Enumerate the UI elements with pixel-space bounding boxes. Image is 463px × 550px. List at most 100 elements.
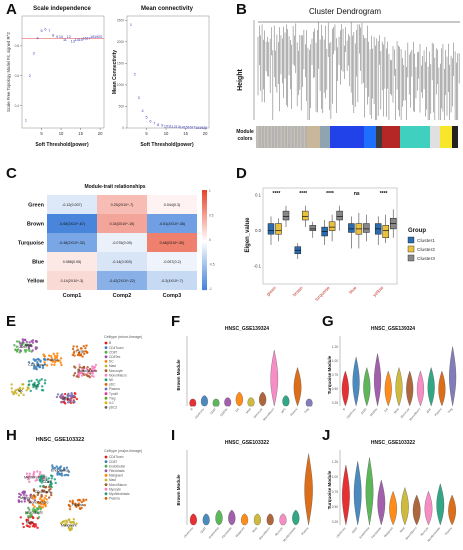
umap-point	[27, 515, 30, 518]
data-point-label: 5	[145, 115, 147, 119]
violin-shape	[235, 391, 243, 407]
umap-point	[75, 522, 78, 525]
scale-gradient-step	[202, 255, 207, 258]
legend-dot	[104, 464, 108, 468]
umap-point	[35, 387, 38, 390]
violin-shape	[412, 494, 421, 526]
category-label: Mono/Macro	[262, 407, 275, 422]
umap-point	[72, 394, 76, 398]
umap-cluster-label: Mono/Macro	[28, 500, 48, 504]
umap-point	[90, 365, 94, 368]
umap-point	[52, 352, 55, 356]
category-label: Plasma	[300, 526, 309, 536]
umap-point	[62, 468, 66, 472]
umap-point	[61, 520, 65, 523]
heatmap-row-label: Brown	[27, 222, 45, 228]
umap-point	[92, 375, 95, 378]
data-point-label: 6	[149, 119, 151, 123]
y-tick-label: 0.4	[15, 104, 20, 108]
h-legend-title: Celltype (major-lineage)	[104, 449, 142, 453]
data-point-label: 17	[86, 37, 90, 41]
umap-point	[85, 498, 88, 502]
umap-point	[23, 338, 27, 341]
umap-point	[55, 354, 59, 358]
umap-point	[31, 524, 35, 528]
umap-point	[78, 370, 81, 373]
scale-gradient-step	[202, 242, 207, 246]
umap-point	[30, 494, 34, 498]
heatmap-cell	[97, 195, 147, 214]
umap-point	[27, 387, 30, 390]
data-point-label: 12	[67, 35, 71, 39]
umap-point	[82, 499, 86, 502]
umap-point	[17, 394, 21, 397]
i-violins: CD4Tconv CD8T Endothelial Fibroblasts Malign…	[183, 450, 313, 542]
y-tick-label: 0.50	[332, 387, 338, 391]
umap-point	[77, 502, 80, 505]
scale-gradient-step	[202, 275, 207, 278]
data-point-label: 15	[183, 126, 187, 130]
umap-point	[25, 472, 29, 475]
data-point-label: 9	[161, 124, 163, 128]
d-ylabel: Eigen_value	[245, 217, 251, 253]
category-label: brown	[292, 285, 305, 298]
y-tick-label: 1.00	[332, 359, 338, 363]
umap-cluster-label: Endothelial	[51, 469, 69, 473]
umap-point	[59, 395, 62, 399]
umap-point	[19, 391, 23, 395]
umap-point	[18, 386, 22, 390]
y-tick-label: 0.6	[15, 74, 20, 78]
umap-point	[59, 473, 62, 476]
umap-point	[45, 491, 48, 494]
umap-point	[80, 374, 84, 377]
category-label: Fibroblasts	[221, 526, 233, 540]
umap-point	[21, 387, 25, 390]
y-tick-label: 0.50	[332, 505, 338, 509]
umap-point	[56, 393, 60, 396]
violin-shape	[377, 479, 386, 526]
violin-shape	[212, 398, 220, 407]
heatmap-cell-label: 0.044(0.3)	[164, 203, 180, 207]
umap-point	[20, 342, 23, 345]
umap-point	[63, 398, 66, 402]
umap-cluster-label: Mast	[25, 343, 33, 347]
umap-point	[43, 361, 46, 364]
umap-cluster-label: CD8T	[18, 345, 28, 349]
umap-point	[60, 363, 63, 367]
e-umap-clusters: BCD4TconvCD8TMastPlasmaNKDCMono/MacroILC…	[10, 338, 97, 405]
legend-label: NK	[109, 378, 114, 382]
umap-point	[43, 358, 46, 361]
umap-point	[32, 507, 35, 510]
umap-point	[21, 522, 25, 526]
violin-shape	[228, 509, 236, 526]
module-color-block	[400, 126, 430, 148]
heatmap-cell-label: -0.42(2X10^-22)	[109, 279, 135, 283]
umap-point	[68, 500, 72, 503]
umap-point	[55, 356, 59, 359]
legend-label: Myofibroblasts	[109, 492, 130, 496]
category-label: Mono/Macro	[404, 526, 417, 541]
heatmap-cell	[47, 214, 97, 233]
umap-point	[28, 500, 32, 503]
heatmap-cell-label: 0.34(3X10^-15)	[110, 222, 135, 226]
x-tick-label: 20	[98, 131, 103, 136]
a1-ylabel: Scale Free Topology Model Fit, signed R^…	[6, 32, 11, 112]
i-ylabel: Brown Module	[176, 474, 181, 505]
a2-xlabel: Soft Threshold(power)	[140, 142, 194, 148]
violin-shape	[241, 513, 249, 526]
scale-gradient-step	[202, 287, 207, 291]
a2-title: Mean connectivity	[141, 6, 194, 12]
h-title: HNSC_GSE103322	[36, 437, 85, 443]
umap-point	[35, 378, 39, 381]
umap-point	[83, 352, 86, 356]
umap-point	[10, 390, 14, 393]
umap-point	[32, 358, 35, 361]
heatmap-cell	[147, 271, 197, 290]
umap-point	[32, 473, 35, 476]
heatmap-cell-label: -0.076(0.09)	[112, 241, 132, 245]
umap-point	[67, 470, 71, 473]
heatmap-cell-label: -0.65(3X10^-67)	[59, 222, 85, 226]
umap-point	[91, 369, 94, 372]
umap-point	[68, 398, 72, 401]
scale-gradient-step	[202, 272, 207, 276]
